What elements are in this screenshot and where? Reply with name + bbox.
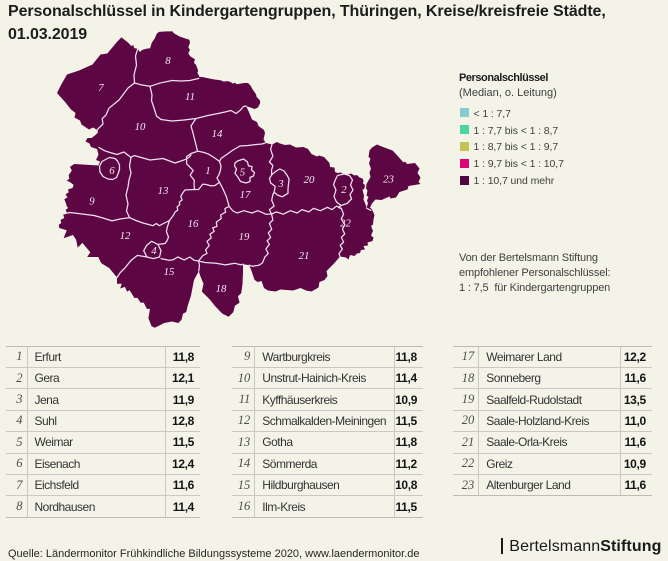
svg-text:4: 4 — [151, 245, 157, 257]
svg-text:17: 17 — [240, 189, 251, 201]
svg-text:23: 23 — [383, 174, 394, 186]
svg-text:10: 10 — [135, 121, 146, 133]
svg-text:13: 13 — [158, 185, 169, 197]
svg-text:18: 18 — [216, 283, 227, 295]
svg-text:11: 11 — [185, 91, 195, 103]
svg-text:1: 1 — [205, 165, 210, 177]
svg-text:8: 8 — [165, 55, 171, 67]
svg-text:12: 12 — [120, 230, 131, 242]
svg-text:7: 7 — [98, 82, 104, 94]
svg-text:3: 3 — [277, 178, 284, 190]
svg-text:2: 2 — [341, 184, 347, 196]
svg-text:6: 6 — [109, 165, 115, 177]
svg-text:5: 5 — [240, 167, 246, 179]
svg-text:22: 22 — [340, 218, 351, 230]
svg-text:14: 14 — [212, 128, 223, 140]
svg-text:9: 9 — [89, 196, 95, 208]
svg-text:20: 20 — [304, 174, 315, 186]
svg-text:16: 16 — [188, 218, 199, 230]
svg-text:21: 21 — [299, 250, 310, 262]
svg-text:15: 15 — [164, 266, 175, 278]
svg-text:19: 19 — [239, 231, 250, 243]
